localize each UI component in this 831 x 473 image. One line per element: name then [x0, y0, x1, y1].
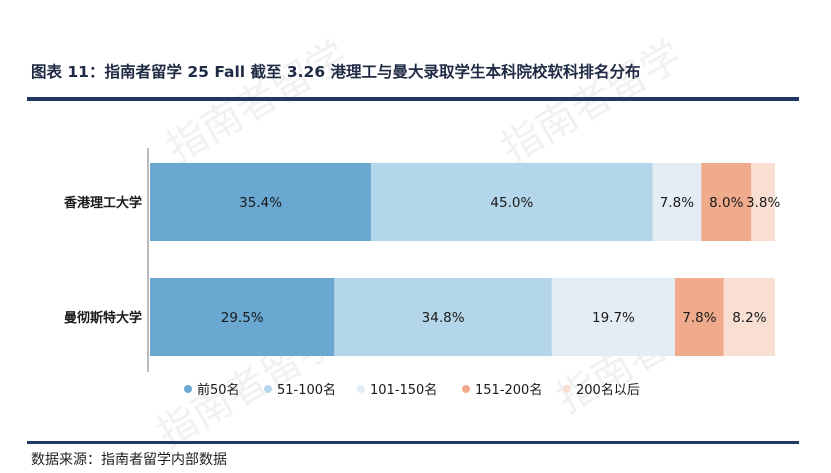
legend-item: 前50名: [197, 382, 240, 398]
legend-item: 151-200名: [475, 382, 542, 398]
bar-segment: [652, 163, 702, 241]
title-divider: [27, 97, 799, 101]
bar-segment: [675, 278, 724, 356]
data-label: 7.8%: [660, 195, 694, 211]
data-label: 34.8%: [422, 310, 465, 326]
bar-segment: [751, 163, 775, 241]
legend-item: 51-100名: [277, 382, 336, 398]
chart-title: 图表 11：指南者留学 25 Fall 截至 3.26 港理工与曼大录取学生本科…: [31, 63, 641, 81]
legend-marker: [184, 385, 192, 393]
bar-segment: [150, 278, 335, 356]
category-label: 香港理工大学: [63, 195, 142, 211]
data-label: 8.0%: [709, 195, 743, 211]
legend-item: 101-150名: [370, 382, 437, 398]
bar-segment: [371, 163, 653, 241]
data-label: 35.4%: [239, 195, 282, 211]
bar-segment: [701, 163, 752, 241]
bar-segment: [723, 278, 775, 356]
data-label: 19.7%: [592, 310, 635, 326]
bar-segment: [150, 163, 372, 241]
footer-divider: [27, 441, 799, 444]
bar-segment: [551, 278, 675, 356]
data-label: 7.8%: [682, 310, 716, 326]
category-label: 曼彻斯特大学: [64, 310, 142, 326]
data-label: 29.5%: [221, 310, 264, 326]
legend-marker: [462, 385, 470, 393]
legend-item: 200名以后: [576, 382, 640, 398]
legend-marker: [563, 385, 571, 393]
data-label: 8.2%: [732, 310, 766, 326]
data-label: 3.8%: [746, 195, 780, 211]
legend-marker: [357, 385, 365, 393]
legend-marker: [264, 385, 272, 393]
data-source: 数据来源：指南者留学内部数据: [31, 452, 227, 468]
bar-segment: [334, 278, 552, 356]
data-label: 45.0%: [490, 195, 533, 211]
